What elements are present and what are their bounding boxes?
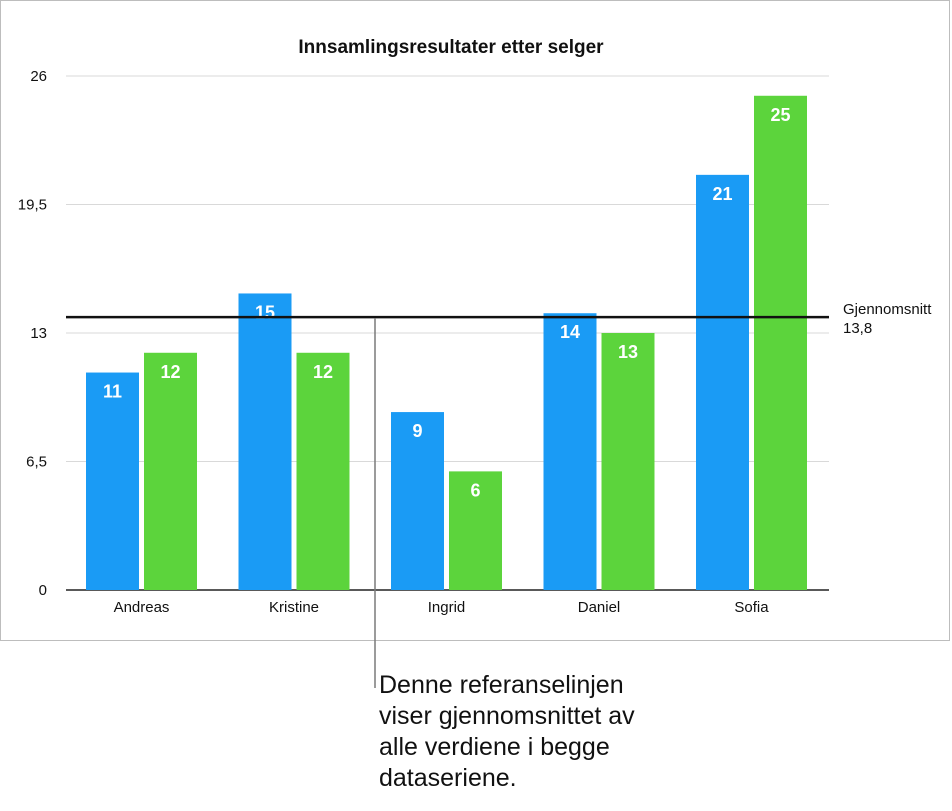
bar [144, 352, 197, 590]
x-category-label: Sofia [734, 599, 769, 616]
callout-line: alle verdiene i begge [379, 733, 610, 761]
bar [601, 333, 655, 590]
y-tick-label: 0 [39, 582, 47, 599]
bar-value-label: 11 [103, 382, 122, 402]
callout-line: dataseriene. [379, 764, 517, 792]
x-category-label: Kristine [269, 599, 319, 616]
bars: 11 12 15 12 9 6 14 13 21 25 [86, 95, 807, 591]
callout-line: Denne referanselinjen [379, 671, 624, 699]
y-tick-label: 13 [30, 325, 47, 342]
reference-line-label: Gjennomsnitt [843, 301, 932, 318]
bar [696, 174, 749, 590]
y-axis-ticks: 0 6,5 13 19,5 26 [18, 68, 47, 599]
chart-title: Innsamlingsresultater etter selger [298, 37, 604, 58]
reference-line-value: 13,8 [843, 320, 872, 337]
bar-value-label: 13 [618, 342, 638, 362]
x-category-label: Andreas [114, 599, 170, 616]
bar-value-label: 12 [160, 362, 180, 382]
bar [543, 313, 597, 590]
reference-line-group: Gjennomsnitt 13,8 [66, 301, 932, 337]
bar [391, 412, 444, 590]
bar [449, 471, 502, 590]
bar-value-label: 25 [770, 105, 790, 125]
bar-value-label: 12 [313, 362, 333, 382]
bar [238, 293, 292, 590]
callout-annotation: Denne referanselinjen viser gjennomsnitt… [379, 670, 709, 794]
x-category-label: Ingrid [428, 599, 466, 616]
y-tick-label: 19,5 [18, 197, 47, 214]
y-tick-label: 26 [30, 68, 47, 85]
y-tick-label: 6,5 [26, 454, 47, 471]
bar [86, 372, 139, 590]
bar-value-label: 21 [712, 184, 732, 204]
bar-value-label: 14 [560, 322, 580, 342]
bar-value-label: 15 [255, 302, 275, 322]
x-category-label: Daniel [578, 599, 621, 616]
bar-value-label: 6 [470, 480, 480, 500]
bar [296, 352, 350, 590]
callout-line: viser gjennomsnittet av [379, 702, 635, 730]
x-axis-categories: Andreas Kristine Ingrid Daniel Sofia [114, 599, 770, 616]
bar-value-label: 9 [412, 421, 422, 441]
bar [754, 95, 807, 591]
